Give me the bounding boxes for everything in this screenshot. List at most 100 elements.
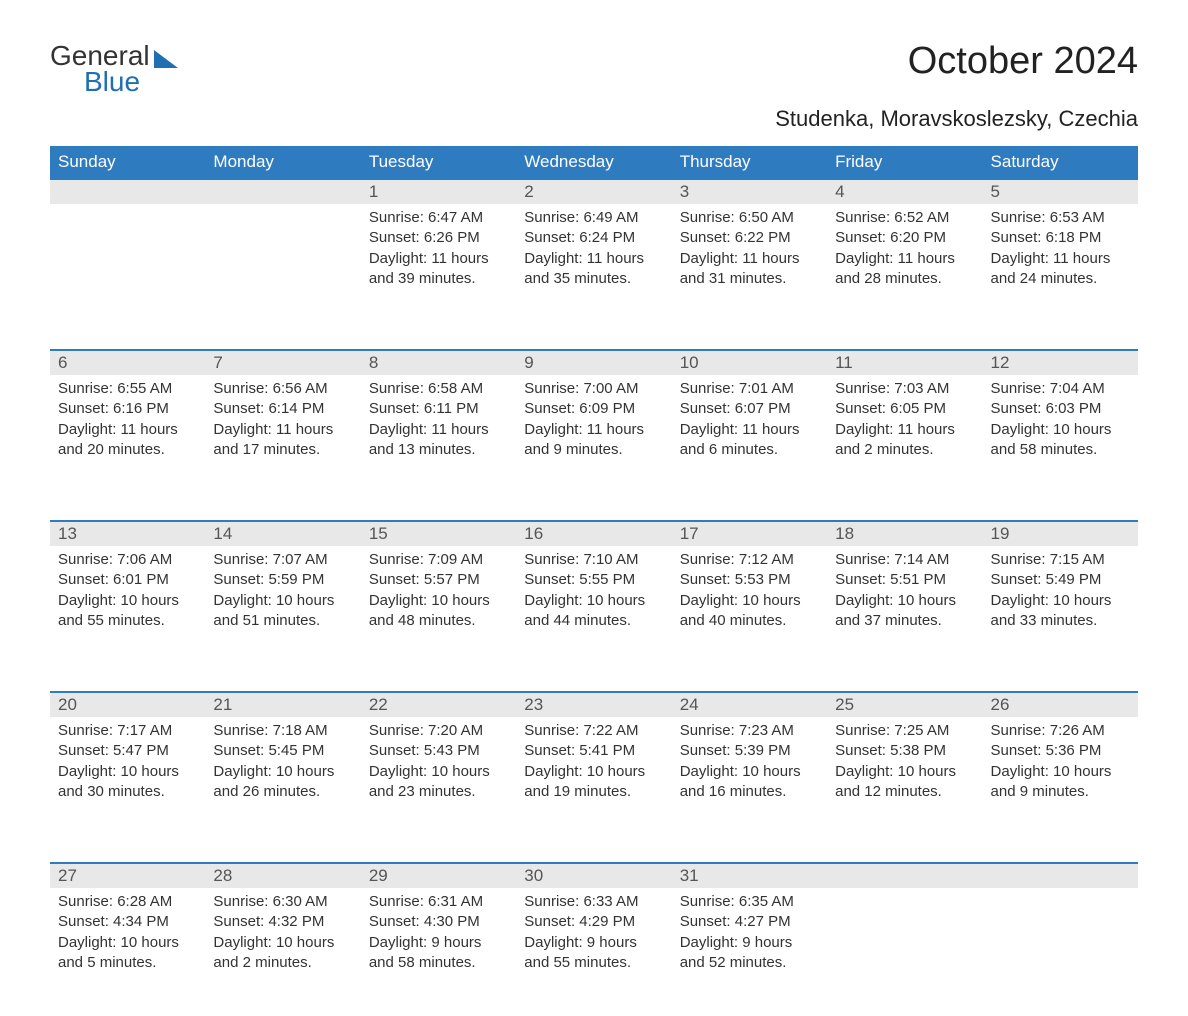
day-number: 28 (205, 864, 360, 888)
day-cell: Sunrise: 7:04 AMSunset: 6:03 PMDaylight:… (983, 375, 1138, 503)
location-subtitle: Studenka, Moravskoslezsky, Czechia (50, 106, 1138, 132)
day-cell: Sunrise: 7:26 AMSunset: 5:36 PMDaylight:… (983, 717, 1138, 845)
calendar-table: SundayMondayTuesdayWednesdayThursdayFrid… (50, 146, 1138, 1016)
day-content: Sunrise: 6:52 AMSunset: 6:20 PMDaylight:… (827, 204, 982, 289)
day-number: 14 (205, 522, 360, 546)
day-content: Sunrise: 7:14 AMSunset: 5:51 PMDaylight:… (827, 546, 982, 631)
spacer-row (50, 845, 1138, 863)
day-content: Sunrise: 6:30 AMSunset: 4:32 PMDaylight:… (205, 888, 360, 973)
day-content: Sunrise: 7:01 AMSunset: 6:07 PMDaylight:… (672, 375, 827, 460)
daynum-row: 20212223242526 (50, 692, 1138, 717)
spacer-row (50, 503, 1138, 521)
weekday-header: Sunday (50, 146, 205, 179)
day-content: Sunrise: 6:47 AMSunset: 6:26 PMDaylight:… (361, 204, 516, 289)
day-number: 5 (983, 180, 1138, 204)
day-number: 12 (983, 351, 1138, 375)
day-content: Sunrise: 6:58 AMSunset: 6:11 PMDaylight:… (361, 375, 516, 460)
day-cell: Sunrise: 7:15 AMSunset: 5:49 PMDaylight:… (983, 546, 1138, 674)
header: General Blue October 2024 (50, 40, 1138, 98)
day-content-row: Sunrise: 6:28 AMSunset: 4:34 PMDaylight:… (50, 888, 1138, 1016)
spacer-row (50, 332, 1138, 350)
calendar-body: 12345Sunrise: 6:47 AMSunset: 6:26 PMDayl… (50, 179, 1138, 1016)
logo: General Blue (50, 40, 178, 98)
day-cell: Sunrise: 7:06 AMSunset: 6:01 PMDaylight:… (50, 546, 205, 674)
day-content: Sunrise: 7:12 AMSunset: 5:53 PMDaylight:… (672, 546, 827, 631)
day-content: Sunrise: 6:49 AMSunset: 6:24 PMDaylight:… (516, 204, 671, 289)
day-number: 24 (672, 693, 827, 717)
day-content: Sunrise: 7:18 AMSunset: 5:45 PMDaylight:… (205, 717, 360, 802)
day-number: 3 (672, 180, 827, 204)
day-number: 30 (516, 864, 671, 888)
day-content-row: Sunrise: 6:55 AMSunset: 6:16 PMDaylight:… (50, 375, 1138, 503)
day-number: 7 (205, 351, 360, 375)
day-content: Sunrise: 7:23 AMSunset: 5:39 PMDaylight:… (672, 717, 827, 802)
day-number: 27 (50, 864, 205, 888)
day-content: Sunrise: 7:04 AMSunset: 6:03 PMDaylight:… (983, 375, 1138, 460)
day-cell: Sunrise: 7:14 AMSunset: 5:51 PMDaylight:… (827, 546, 982, 674)
day-number: 20 (50, 693, 205, 717)
day-cell (983, 888, 1138, 1016)
day-content-row: Sunrise: 6:47 AMSunset: 6:26 PMDaylight:… (50, 204, 1138, 332)
weekday-header: Saturday (983, 146, 1138, 179)
day-cell: Sunrise: 7:17 AMSunset: 5:47 PMDaylight:… (50, 717, 205, 845)
day-number: 17 (672, 522, 827, 546)
day-content-row: Sunrise: 7:06 AMSunset: 6:01 PMDaylight:… (50, 546, 1138, 674)
day-cell: Sunrise: 7:07 AMSunset: 5:59 PMDaylight:… (205, 546, 360, 674)
day-number: 15 (361, 522, 516, 546)
day-cell: Sunrise: 7:20 AMSunset: 5:43 PMDaylight:… (361, 717, 516, 845)
day-cell: Sunrise: 6:53 AMSunset: 6:18 PMDaylight:… (983, 204, 1138, 332)
day-number: 4 (827, 180, 982, 204)
day-number-empty (827, 864, 982, 888)
day-content: Sunrise: 6:55 AMSunset: 6:16 PMDaylight:… (50, 375, 205, 460)
day-cell: Sunrise: 6:31 AMSunset: 4:30 PMDaylight:… (361, 888, 516, 1016)
day-number: 2 (516, 180, 671, 204)
day-number: 21 (205, 693, 360, 717)
day-cell: Sunrise: 7:03 AMSunset: 6:05 PMDaylight:… (827, 375, 982, 503)
day-cell: Sunrise: 6:49 AMSunset: 6:24 PMDaylight:… (516, 204, 671, 332)
day-cell: Sunrise: 6:56 AMSunset: 6:14 PMDaylight:… (205, 375, 360, 503)
day-content: Sunrise: 7:25 AMSunset: 5:38 PMDaylight:… (827, 717, 982, 802)
day-content: Sunrise: 7:09 AMSunset: 5:57 PMDaylight:… (361, 546, 516, 631)
day-content: Sunrise: 6:31 AMSunset: 4:30 PMDaylight:… (361, 888, 516, 973)
logo-text-blue: Blue (84, 66, 140, 98)
day-content: Sunrise: 7:00 AMSunset: 6:09 PMDaylight:… (516, 375, 671, 460)
day-number: 18 (827, 522, 982, 546)
day-cell (827, 888, 982, 1016)
day-cell: Sunrise: 7:01 AMSunset: 6:07 PMDaylight:… (672, 375, 827, 503)
daynum-row: 13141516171819 (50, 521, 1138, 546)
day-number-empty (205, 180, 360, 204)
day-content: Sunrise: 7:20 AMSunset: 5:43 PMDaylight:… (361, 717, 516, 802)
day-cell: Sunrise: 6:47 AMSunset: 6:26 PMDaylight:… (361, 204, 516, 332)
day-content: Sunrise: 6:33 AMSunset: 4:29 PMDaylight:… (516, 888, 671, 973)
weekday-header: Monday (205, 146, 360, 179)
day-number: 29 (361, 864, 516, 888)
day-content: Sunrise: 7:17 AMSunset: 5:47 PMDaylight:… (50, 717, 205, 802)
day-number: 22 (361, 693, 516, 717)
day-number-empty (983, 864, 1138, 888)
day-cell: Sunrise: 6:55 AMSunset: 6:16 PMDaylight:… (50, 375, 205, 503)
day-number: 25 (827, 693, 982, 717)
logo-triangle-icon (154, 50, 178, 68)
day-cell: Sunrise: 7:25 AMSunset: 5:38 PMDaylight:… (827, 717, 982, 845)
day-cell: Sunrise: 6:33 AMSunset: 4:29 PMDaylight:… (516, 888, 671, 1016)
day-number: 26 (983, 693, 1138, 717)
day-number: 31 (672, 864, 827, 888)
day-cell: Sunrise: 6:28 AMSunset: 4:34 PMDaylight:… (50, 888, 205, 1016)
day-number: 13 (50, 522, 205, 546)
day-number: 9 (516, 351, 671, 375)
daynum-row: 12345 (50, 179, 1138, 204)
weekday-header-row: SundayMondayTuesdayWednesdayThursdayFrid… (50, 146, 1138, 179)
day-number: 6 (50, 351, 205, 375)
page-title: October 2024 (908, 40, 1138, 83)
daynum-row: 6789101112 (50, 350, 1138, 375)
weekday-header: Tuesday (361, 146, 516, 179)
day-cell: Sunrise: 7:23 AMSunset: 5:39 PMDaylight:… (672, 717, 827, 845)
day-number: 23 (516, 693, 671, 717)
day-content: Sunrise: 7:22 AMSunset: 5:41 PMDaylight:… (516, 717, 671, 802)
day-cell: Sunrise: 6:35 AMSunset: 4:27 PMDaylight:… (672, 888, 827, 1016)
spacer-row (50, 674, 1138, 692)
day-cell (205, 204, 360, 332)
day-cell: Sunrise: 6:58 AMSunset: 6:11 PMDaylight:… (361, 375, 516, 503)
day-cell: Sunrise: 7:09 AMSunset: 5:57 PMDaylight:… (361, 546, 516, 674)
day-content: Sunrise: 6:28 AMSunset: 4:34 PMDaylight:… (50, 888, 205, 973)
